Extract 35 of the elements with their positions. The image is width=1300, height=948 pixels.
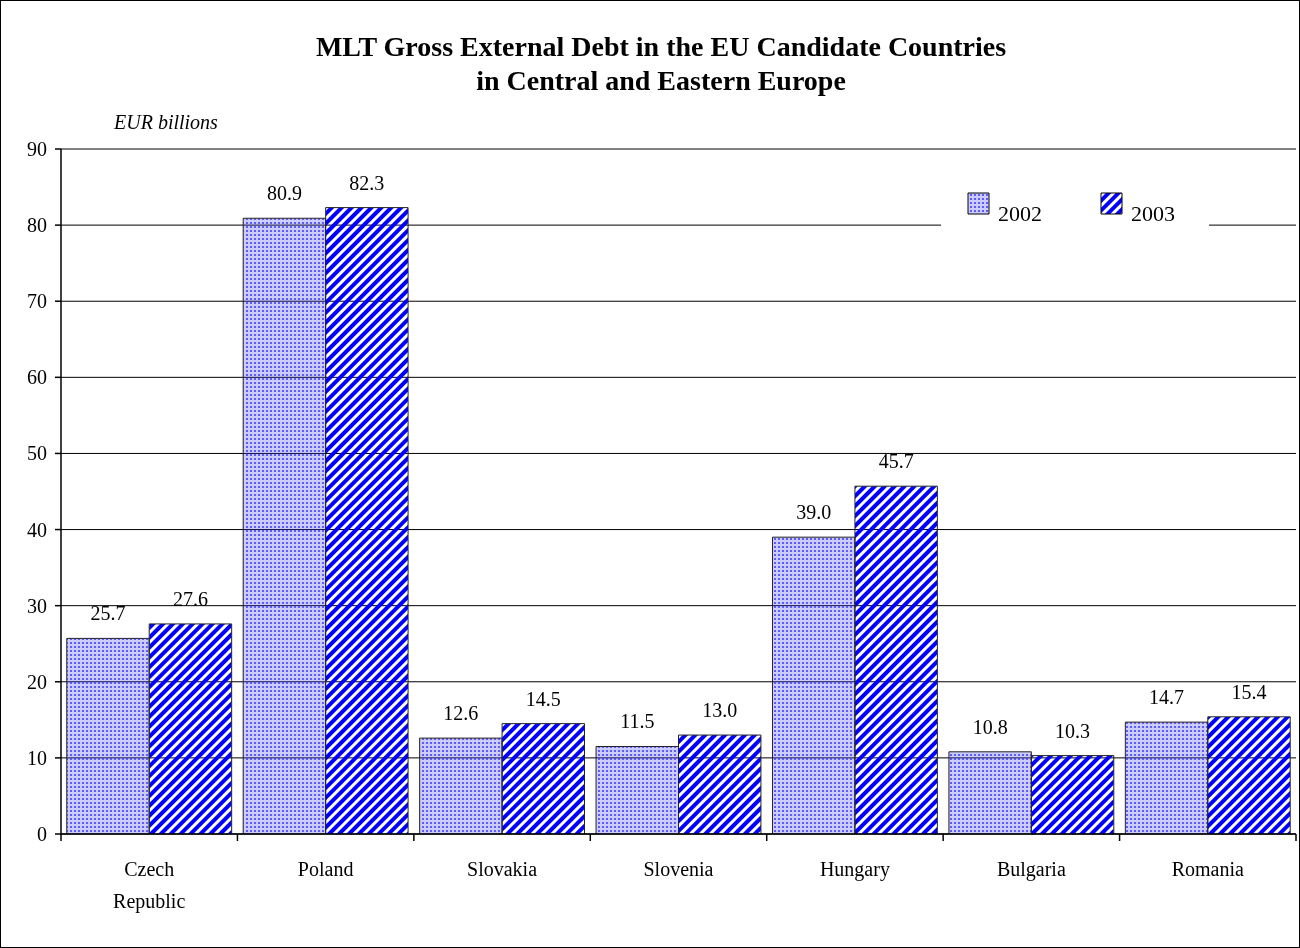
data-label: 11.5	[620, 710, 655, 733]
x-tick-label: Bulgaria	[996, 858, 1066, 881]
y-tick-label: 80	[27, 214, 47, 237]
y-tick-label: 40	[27, 518, 47, 541]
data-label: 39.0	[796, 501, 832, 524]
x-tick-label: Slovenia	[643, 858, 714, 880]
chart-title: MLT Gross External Debt in the EU Candidate Countries in Central and Eastern Europe	[315, 31, 1007, 96]
data-label: 14.5	[525, 687, 561, 710]
y-tick-label: 60	[27, 366, 47, 389]
y-axis-title: EUR billions	[113, 111, 219, 133]
data-label: 12.6	[443, 702, 479, 725]
data-label: 10.3	[1055, 719, 1091, 742]
data-label: 45.7	[878, 450, 914, 473]
data-label: 82.3	[349, 171, 385, 194]
y-tick-label: 70	[27, 290, 47, 313]
data-label: 15.4	[1231, 680, 1267, 703]
y-tick-label: 20	[27, 670, 47, 693]
x-tick-label: Poland	[297, 858, 354, 880]
x-tick-label: Slovakia	[467, 858, 538, 880]
y-tick-label: 30	[27, 594, 47, 617]
y-tick-label: 0	[37, 823, 47, 845]
data-label: 80.9	[266, 182, 302, 205]
data-label: 10.8	[972, 715, 1008, 738]
legend-label: 2002	[998, 201, 1042, 226]
y-tick-label: 10	[27, 746, 47, 769]
legend-label: 2003	[1131, 201, 1175, 226]
x-tick-label: Hungary	[819, 858, 890, 881]
data-label: 25.7	[90, 602, 126, 625]
x-tick-label: Czech Republic	[113, 858, 186, 913]
y-tick-label: 90	[27, 138, 47, 160]
data-label: 14.7	[1149, 686, 1185, 709]
data-label: 13.0	[702, 699, 738, 722]
y-tick-label: 50	[27, 442, 47, 465]
x-tick-label: Romania	[1171, 858, 1245, 880]
data-label: 27.6	[172, 587, 208, 610]
